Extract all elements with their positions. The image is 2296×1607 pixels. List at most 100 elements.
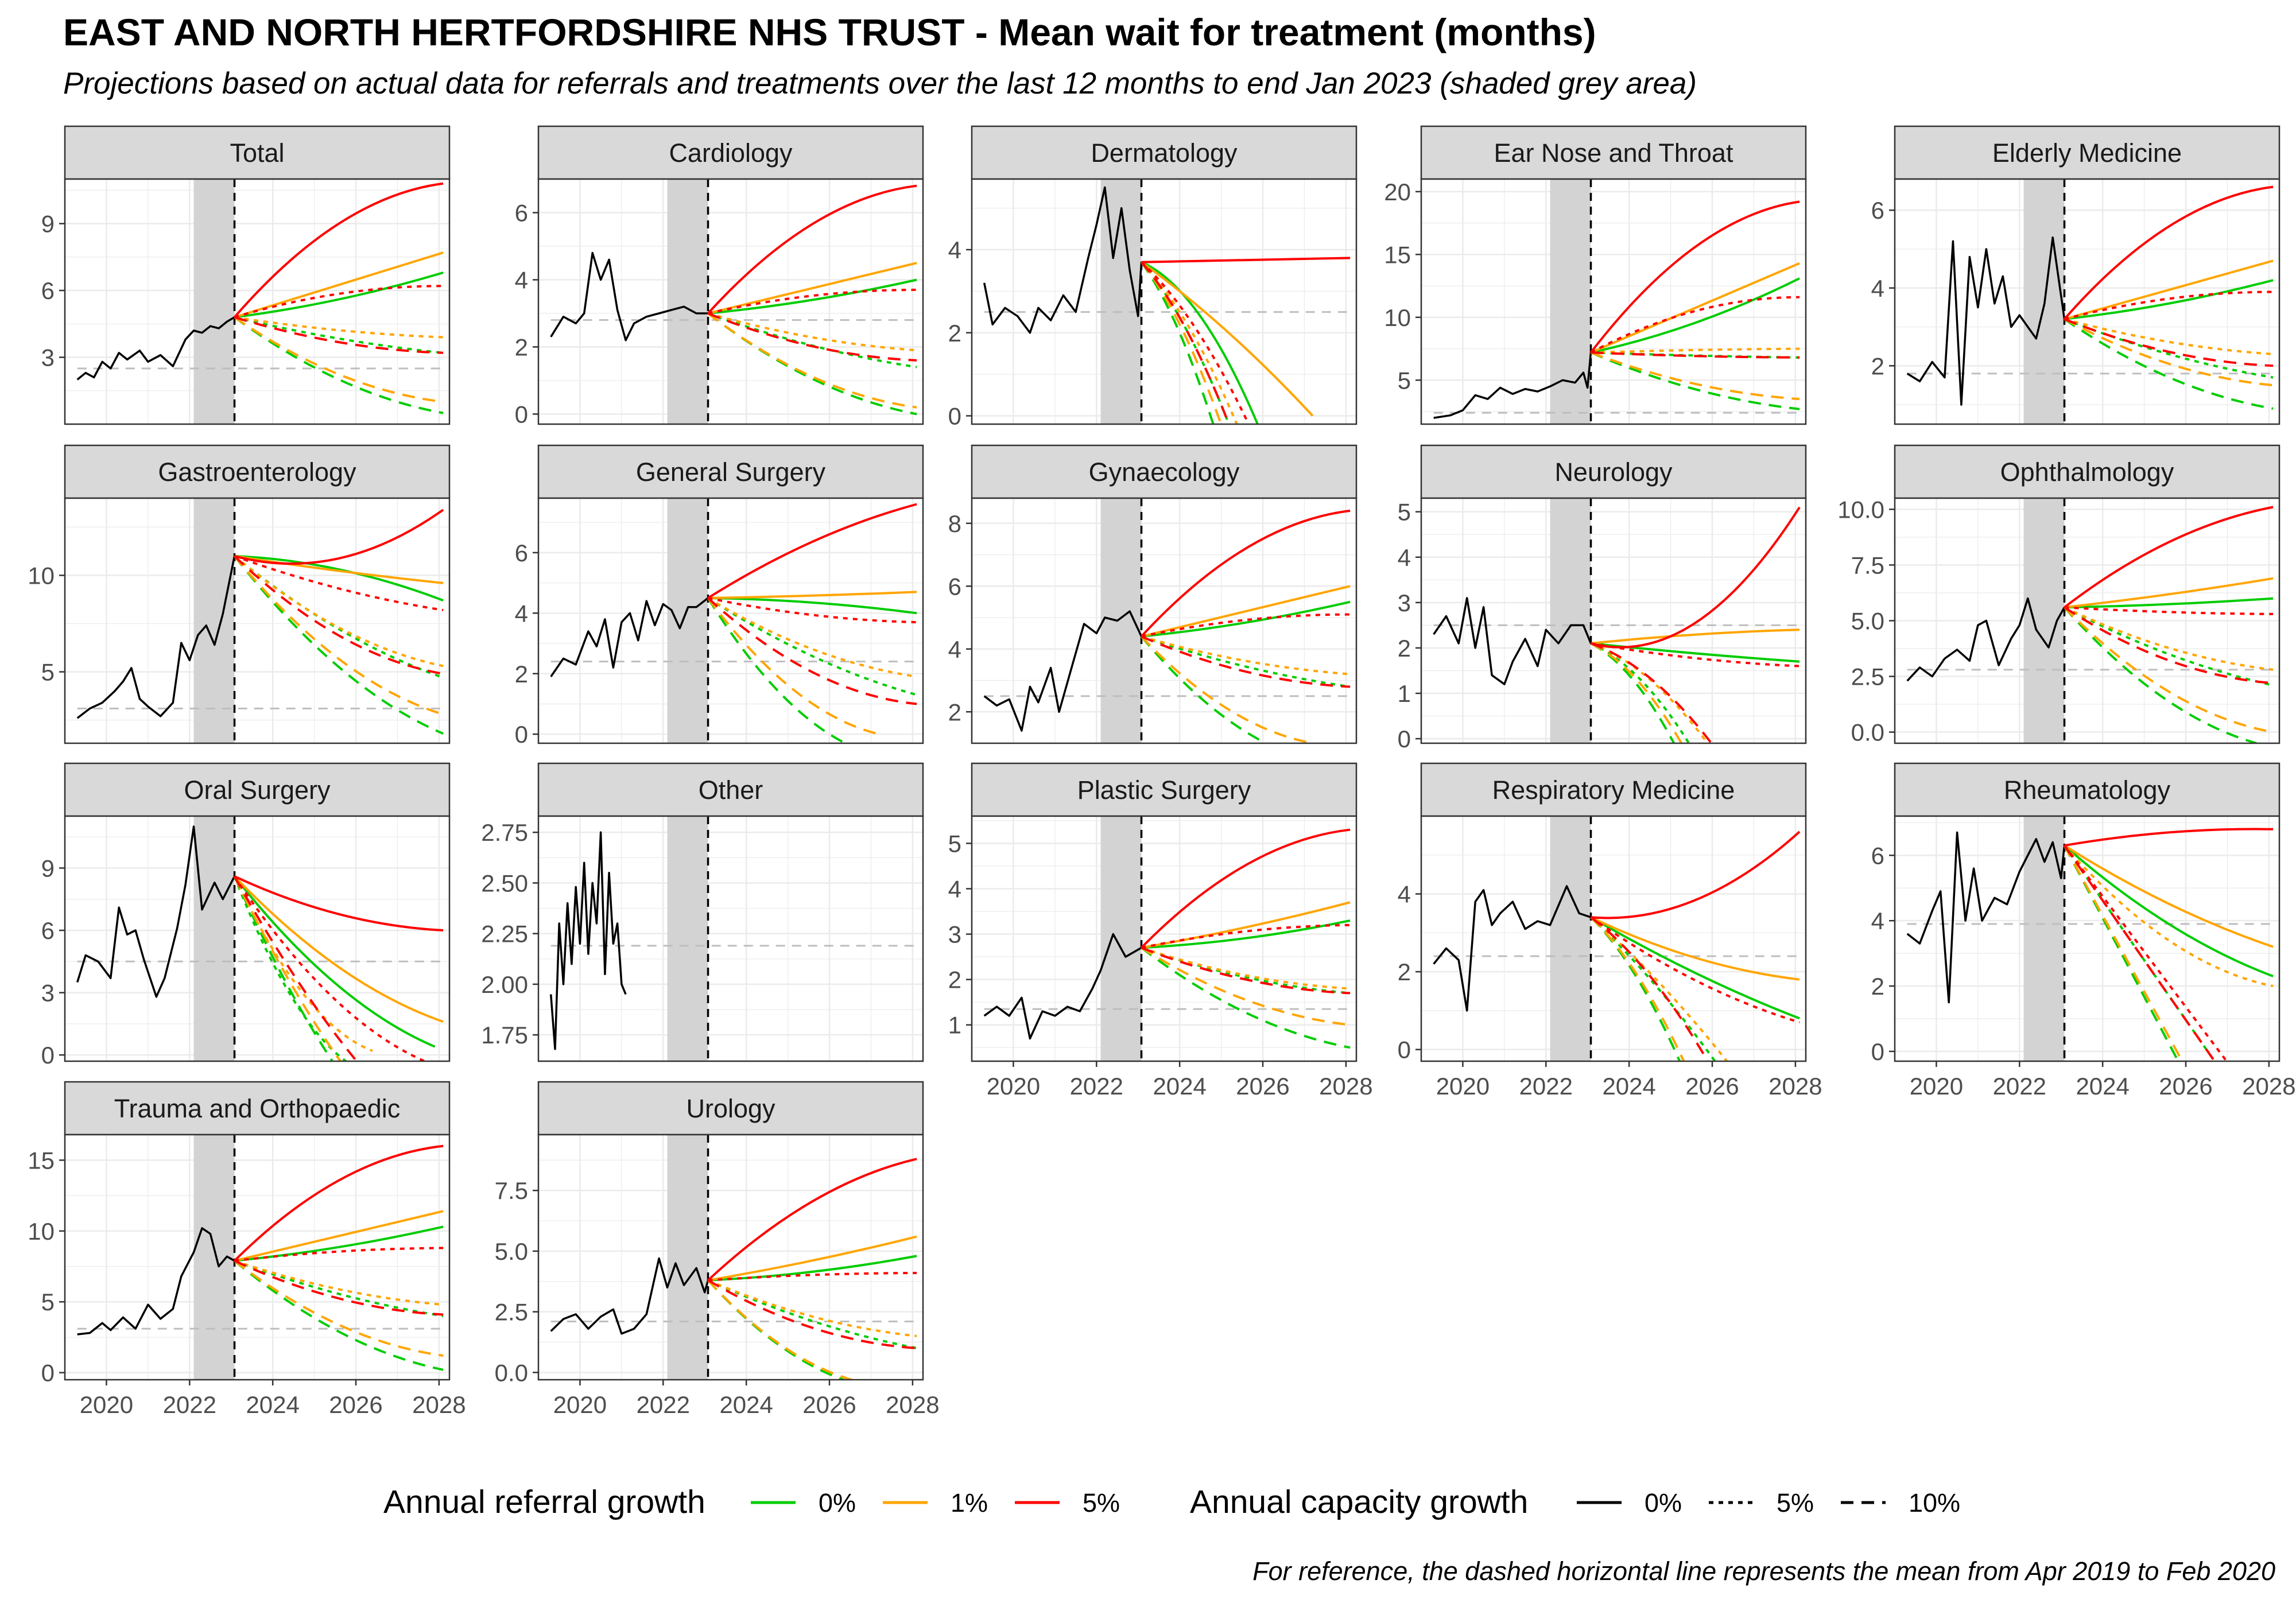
x-tick-label: 2020 bbox=[553, 1391, 607, 1418]
facet-strip bbox=[971, 444, 1358, 499]
facet-neurology: Neurology 0 1 2 3 4 5 bbox=[1398, 444, 1807, 752]
projection-line bbox=[2064, 606, 2274, 671]
facet-ear-nose-and-throat: Ear Nose and Throat 5 10 15 20 bbox=[1384, 125, 1807, 425]
facet-dermatology: Dermatology 0 2 4 bbox=[948, 125, 1358, 430]
projection-line bbox=[1590, 642, 1709, 743]
y-tick-label: 7.5 bbox=[495, 1177, 528, 1204]
y-tick-label: 0 bbox=[41, 1042, 55, 1069]
projection-line bbox=[234, 875, 444, 931]
projection-line bbox=[1589, 200, 1800, 354]
projection-line bbox=[1590, 916, 1800, 981]
projection-line bbox=[707, 597, 917, 705]
facet-plot-area bbox=[1895, 179, 2279, 424]
projection-line bbox=[1590, 916, 1800, 1024]
x-tick-label: 2020 bbox=[1436, 1073, 1490, 1100]
legend-referral-title: Annual referral growth bbox=[383, 1484, 705, 1520]
projection-line bbox=[2064, 606, 2274, 687]
projection-line bbox=[1141, 261, 1238, 424]
shaded-window bbox=[2023, 498, 2065, 743]
facet-general-surgery: General Surgery 0 2 4 6 bbox=[515, 444, 924, 748]
y-tick-label: 2 bbox=[515, 661, 528, 688]
projection-line bbox=[233, 555, 444, 716]
projection-line bbox=[1591, 351, 1800, 359]
projection-line bbox=[1141, 919, 1351, 949]
y-tick-label: 10 bbox=[1384, 304, 1411, 331]
facet-strip bbox=[1420, 125, 1807, 180]
y-tick-label: 6 bbox=[948, 573, 961, 600]
projection-line bbox=[233, 555, 444, 735]
projection-line bbox=[1141, 261, 1259, 424]
actual-wait-line bbox=[76, 316, 235, 381]
projection-line bbox=[233, 876, 348, 1061]
facet-panel bbox=[1421, 498, 1806, 743]
facet-strip bbox=[971, 125, 1358, 180]
projection-line bbox=[1141, 585, 1351, 638]
projection-line bbox=[233, 875, 428, 1061]
legend: Annual referral growth 0% 1% 5% Annual capac… bbox=[383, 1484, 1960, 1520]
actual-wait-line bbox=[983, 933, 1142, 1040]
projection-line bbox=[234, 316, 444, 354]
projection-line bbox=[2064, 259, 2274, 320]
projection-line bbox=[1590, 642, 1690, 743]
facet-plot-area bbox=[65, 179, 449, 424]
facet-urology: Urology 0.0 2.5 5.0 7.5 2020 2022 2024 2026 2028 bbox=[495, 1081, 940, 1418]
legend-label: 5% bbox=[1083, 1488, 1120, 1517]
projection-line bbox=[234, 509, 444, 565]
actual-wait-line bbox=[76, 556, 236, 719]
legend-label: 0% bbox=[819, 1488, 856, 1517]
shaded-window bbox=[667, 816, 708, 1061]
facet-gynaecology: Gynaecology 2 4 6 8 bbox=[948, 444, 1358, 744]
x-tick-label: 2026 bbox=[1685, 1073, 1739, 1100]
facet-other: Other 1.75 2.00 2.25 2.50 2.75 bbox=[481, 762, 924, 1062]
projection-line bbox=[1591, 277, 1800, 354]
x-tick-label: 2028 bbox=[1768, 1073, 1822, 1100]
projection-line bbox=[707, 503, 917, 599]
projection-line bbox=[2064, 279, 2274, 320]
facet-title: Cardiology bbox=[669, 138, 793, 168]
projection-line bbox=[1140, 635, 1269, 743]
projection-line bbox=[1141, 828, 1351, 949]
y-tick-label: 3 bbox=[41, 344, 55, 371]
y-tick-label: 15 bbox=[28, 1147, 55, 1174]
actual-wait-line bbox=[550, 251, 708, 341]
legend-label: 10% bbox=[1909, 1488, 1960, 1517]
projection-line bbox=[1590, 351, 1800, 401]
y-tick-label: 2 bbox=[1871, 973, 1884, 1000]
facet-border bbox=[1894, 815, 2281, 1062]
facet-border bbox=[64, 497, 451, 744]
actual-wait-line bbox=[550, 597, 709, 677]
projection-line bbox=[234, 1210, 444, 1262]
chart-title: EAST AND NORTH HERTFORDSHIRE NHS TRUST -… bbox=[63, 11, 1596, 53]
actual-wait-line bbox=[1433, 597, 1592, 685]
projection-line bbox=[708, 591, 917, 599]
facet-plot-area bbox=[972, 179, 1356, 424]
facet-border bbox=[64, 178, 451, 425]
projection-line bbox=[1590, 916, 1800, 1020]
facet-border bbox=[1420, 178, 1807, 425]
x-tick-label: 2024 bbox=[2076, 1073, 2129, 1100]
projection-line bbox=[708, 262, 917, 315]
legend-label: 5% bbox=[1777, 1488, 1814, 1517]
x-tick-label: 2024 bbox=[1153, 1073, 1206, 1100]
actual-wait-line bbox=[77, 1227, 235, 1336]
projection-line bbox=[2063, 844, 2274, 988]
projection-line bbox=[1141, 261, 1314, 417]
projection-line bbox=[1141, 946, 1351, 990]
facet-border bbox=[64, 815, 451, 1062]
facet-plot-area bbox=[1421, 816, 1806, 1061]
x-tick-label: 2026 bbox=[329, 1391, 382, 1418]
projection-line bbox=[234, 554, 444, 584]
y-tick-label: 2 bbox=[1398, 958, 1411, 985]
x-tick-label: 2026 bbox=[2159, 1073, 2212, 1100]
y-tick-label: 1 bbox=[1398, 680, 1411, 707]
y-tick-label: 5 bbox=[41, 1288, 55, 1315]
facet-title: Trauma and Orthopaedic bbox=[114, 1094, 401, 1123]
projection-line bbox=[234, 555, 444, 679]
facet-title: Respiratory Medicine bbox=[1492, 775, 1735, 805]
facet-title: Plastic Surgery bbox=[1077, 775, 1251, 805]
facet-rheumatology: Rheumatology 0 2 4 6 2020 2022 2024 2026 2028 bbox=[1871, 762, 2296, 1100]
y-tick-label: 0 bbox=[515, 401, 528, 428]
facet-border bbox=[1420, 497, 1807, 744]
projection-line bbox=[233, 182, 444, 319]
